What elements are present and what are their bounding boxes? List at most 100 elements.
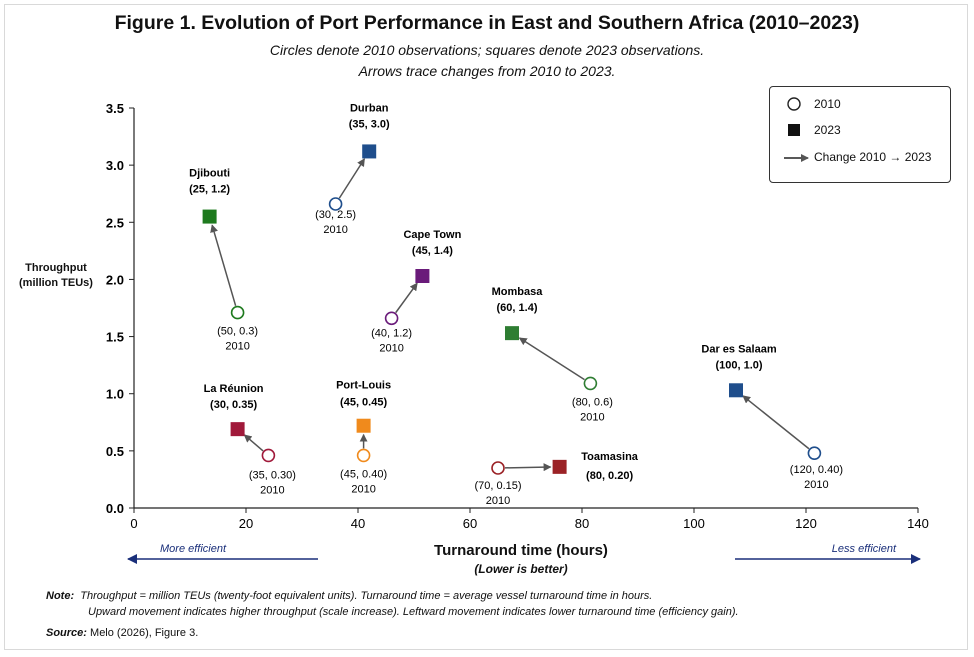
value-2010-label: (50, 0.3)	[217, 326, 258, 338]
port-name-label: Dar es Salaam	[701, 343, 776, 355]
x-tick-label: 120	[795, 516, 817, 531]
legend: 2010 2023 Change 2010 → 2023	[769, 86, 951, 183]
x-axis-label: Turnaround time (hours)	[434, 542, 608, 559]
point-2010	[491, 461, 505, 475]
value-2023-label: (45, 0.45)	[340, 397, 387, 409]
port-group: Port-Louis (45, 0.45) (45, 0.40) 2010	[336, 380, 391, 496]
x-tick-label: 40	[351, 516, 365, 531]
legend-square-icon	[788, 124, 800, 136]
port-group: Toamasina (80, 0.20) (70, 0.15) 2010	[474, 451, 638, 507]
x-tick-label: 20	[239, 516, 253, 531]
year-2010-label: 2010	[379, 342, 403, 354]
less-efficient-label: Less efficient	[832, 543, 897, 555]
legend-2023-label: 2023	[814, 123, 841, 137]
point-2023	[362, 144, 377, 159]
port-group: La Réunion (30, 0.35) (35, 0.30) 2010	[204, 383, 296, 496]
port-group: Mombasa (60, 1.4) (80, 0.6) 2010	[492, 286, 613, 423]
y-tick-label: 2.5	[106, 215, 124, 230]
chart-marks: Durban (35, 3.0) (30, 2.5) 2010 Djibouti (25,…	[189, 102, 843, 507]
source-label: Source:	[46, 627, 87, 639]
value-2023-label: (60, 1.4)	[497, 302, 538, 314]
legend-change-label: Change 2010 → 2023	[814, 150, 932, 164]
year-2010-label: 2010	[804, 479, 828, 491]
value-2023-label: (100, 1.0)	[715, 359, 762, 371]
y-tick-label: 1.5	[106, 330, 124, 345]
change-arrow	[395, 282, 418, 314]
figure-title: Figure 1. Evolution of Port Performance …	[114, 12, 860, 34]
figure-subtitle-line2: Arrows trace changes from 2010 to 2023.	[358, 63, 616, 79]
x-axis-sublabel: (Lower is better)	[474, 562, 568, 576]
x-tick-label: 100	[683, 516, 705, 531]
note-line2: Upward movement indicates higher through…	[88, 606, 739, 618]
value-2010-label: (40, 1.2)	[371, 327, 412, 339]
change-arrow	[518, 337, 585, 381]
efficiency-direction: More efficient Less efficient	[127, 543, 921, 564]
value-2023-label: (30, 0.35)	[210, 399, 257, 411]
point-2023	[202, 209, 217, 224]
y-axis-label-line2: (million TEUs)	[19, 277, 93, 289]
year-2010-label: 2010	[351, 483, 375, 495]
figure-frame	[4, 4, 968, 650]
point-2023	[729, 383, 743, 398]
note-line1: Throughput = million TEUs (twenty-foot e…	[80, 590, 653, 602]
port-group: Durban (35, 3.0) (30, 2.5) 2010	[315, 102, 390, 236]
figure-source: Source: Melo (2026), Figure 3.	[46, 627, 198, 639]
value-2023-label: (45, 1.4)	[412, 245, 453, 257]
point-2010	[583, 376, 598, 391]
point-2010	[328, 197, 343, 211]
port-name-label: Mombasa	[492, 286, 544, 298]
point-2010	[356, 448, 371, 463]
y-tick-label: 3.0	[106, 158, 124, 173]
year-2010-label: 2010	[486, 495, 510, 507]
source-text: Melo (2026), Figure 3.	[90, 627, 199, 639]
y-axis-label-line1: Throughput	[25, 262, 87, 274]
port-group: Cape Town (45, 1.4) (40, 1.2) 2010	[371, 229, 461, 354]
more-efficient-label: More efficient	[160, 543, 227, 555]
value-2023-label: (80, 0.20)	[586, 470, 633, 482]
note-label: Note:	[46, 590, 75, 602]
year-2010-label: 2010	[580, 411, 604, 423]
x-tick-label: 0	[130, 516, 137, 531]
legend-2010-label: 2010	[814, 97, 841, 111]
y-tick-label: 0.0	[106, 501, 124, 516]
point-2010	[230, 305, 245, 320]
point-2023	[230, 422, 245, 437]
axes: 0 20 40 60 80 100 120 140 0.0 0.5 1.0 1.5 2.0 2.5 3.0 3…	[106, 101, 929, 531]
point-2010	[807, 446, 822, 460]
y-axis-label: Throughput (million TEUs)	[8, 261, 104, 291]
point-2023	[415, 269, 430, 283]
change-arrow	[243, 434, 264, 452]
port-name-label: Durban	[350, 102, 389, 114]
port-name-label: Djibouti	[189, 168, 230, 180]
value-2010-label: (80, 0.6)	[572, 396, 613, 408]
value-2010-label: (30, 2.5)	[315, 209, 356, 221]
port-name-label: Port-Louis	[336, 380, 391, 392]
value-2023-label: (35, 3.0)	[349, 118, 390, 130]
legend-circle-icon	[787, 97, 801, 111]
point-2023	[356, 418, 371, 433]
year-2010-label: 2010	[225, 341, 249, 353]
value-2010-label: (120, 0.40)	[790, 464, 843, 476]
port-group: Dar es Salaam (100, 1.0) (120, 0.40) 2010	[701, 343, 843, 491]
change-arrow	[504, 463, 552, 472]
change-arrow	[338, 158, 365, 199]
y-tick-label: 2.0	[106, 272, 124, 287]
value-2023-label: (25, 1.2)	[189, 184, 230, 196]
value-2010-label: (70, 0.15)	[474, 480, 521, 492]
port-name-label: Cape Town	[403, 229, 461, 241]
change-arrow	[742, 395, 810, 450]
value-2010-label: (35, 0.30)	[249, 469, 296, 481]
port-name-label: La Réunion	[204, 383, 264, 395]
x-tick-label: 60	[463, 516, 477, 531]
figure-subtitle-line1: Circles denote 2010 observations; square…	[269, 42, 705, 58]
change-arrow	[210, 224, 237, 307]
value-2010-label: (45, 0.40)	[340, 468, 387, 480]
point-2023	[552, 459, 567, 474]
port-name-label: Toamasina	[581, 451, 639, 463]
point-2023	[505, 326, 519, 341]
year-2010-label: 2010	[260, 484, 284, 496]
point-2010	[261, 448, 276, 463]
legend-symbols	[784, 97, 809, 162]
figure-note: Note: Throughput = million TEUs (twenty-…	[46, 588, 739, 620]
